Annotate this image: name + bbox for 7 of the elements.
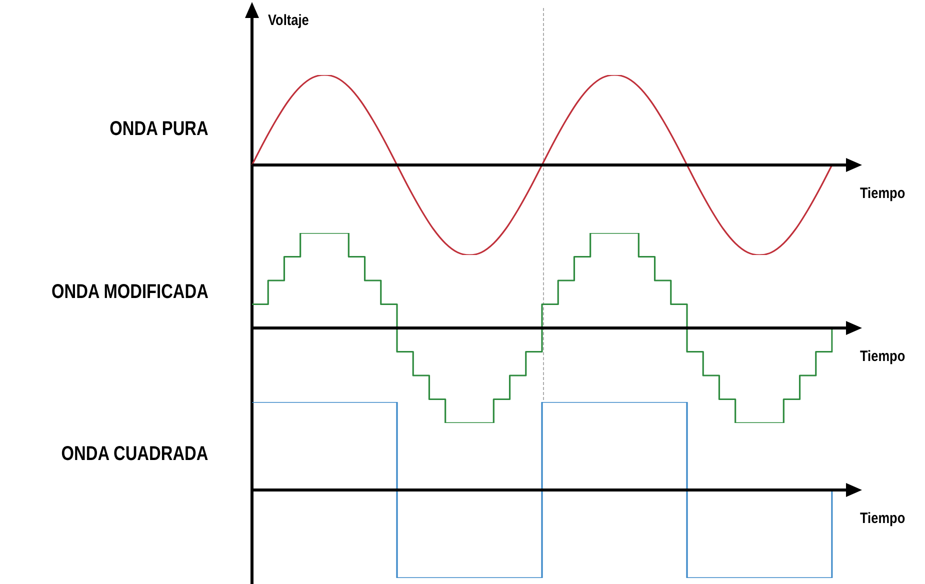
text: ONDA PURA: [109, 118, 208, 141]
x-axis-title: Tiempo: [860, 510, 906, 527]
x-axis-title: Tiempo: [860, 348, 906, 365]
text: ONDA CUADRADA: [61, 443, 208, 466]
x-axis-title: Tiempo: [860, 185, 906, 202]
text: ONDA MODIFICADA: [50, 281, 208, 304]
y-axis-title: Voltaje: [268, 12, 309, 29]
